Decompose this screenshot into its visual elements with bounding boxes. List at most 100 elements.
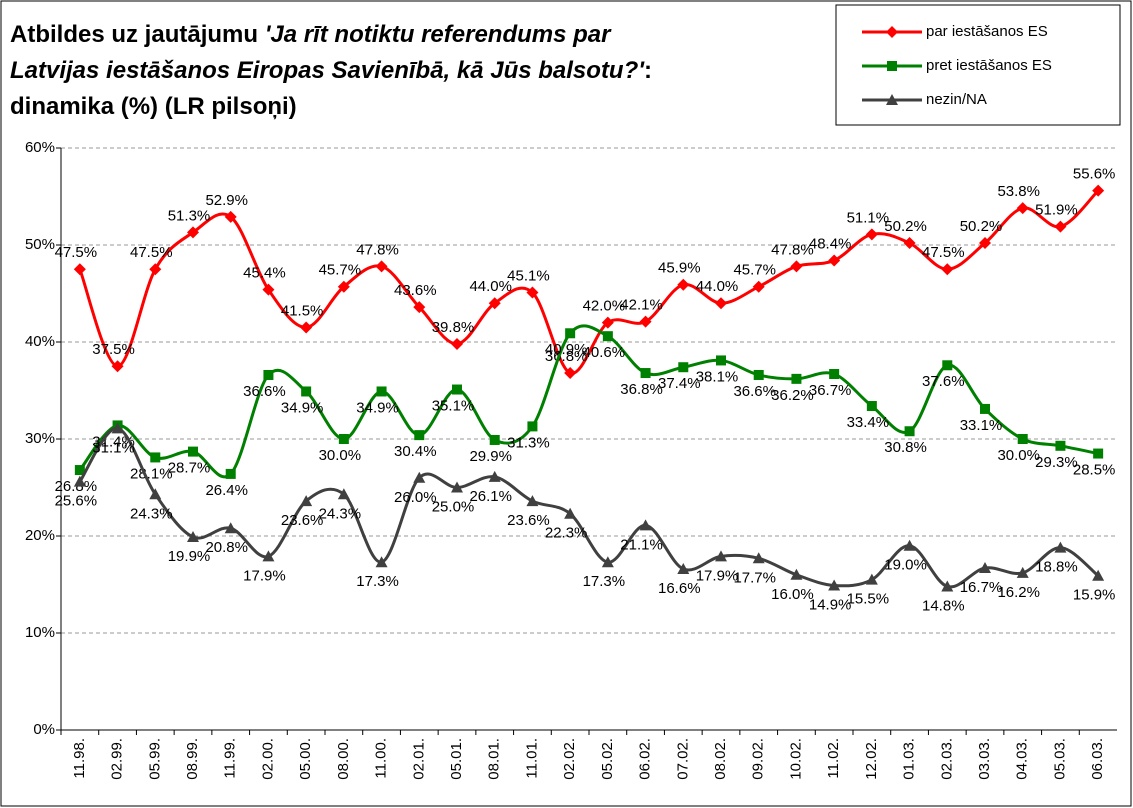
marker [413,471,426,483]
y-tick-label: 30% [25,430,55,447]
x-tick-label: 02.02. [561,738,578,780]
data-label: 38.1% [696,368,739,385]
x-tick-label: 09.02. [750,738,767,780]
marker [564,507,577,519]
legend-marker [886,94,898,105]
data-label: 47.5% [922,244,965,261]
marker [865,573,878,585]
marker [1055,440,1066,451]
y-tick-label: 0% [33,721,55,738]
data-label: 31.3% [507,434,550,451]
marker [903,539,916,551]
marker [791,373,802,384]
chart-title: Atbildes uz jautājumu 'Ja rīt notiktu re… [10,21,612,48]
data-label: 17.3% [583,573,626,590]
x-tick-label: 06.02. [637,738,654,780]
y-tick-label: 50% [25,236,55,253]
data-label: 51.9% [1035,202,1078,219]
marker [564,367,577,380]
x-tick-label: 08.01. [486,738,503,780]
data-label: 31.1% [92,439,135,456]
marker [602,331,613,342]
x-tick-label: 08.00. [335,738,352,780]
data-label: 16.0% [771,586,814,603]
data-label: 37.6% [922,373,965,390]
x-tick-label: 08.99. [184,738,201,780]
data-label: 30.4% [394,443,437,460]
x-tick-label: 08.02. [712,738,729,780]
x-tick-label: 05.00. [297,738,314,780]
marker [1017,434,1028,444]
data-label: 43.6% [394,282,437,299]
marker [979,237,991,250]
data-label: 24.3% [319,505,362,522]
data-label: 16.6% [658,580,701,597]
x-tick-label: 11.98. [71,738,88,779]
marker [941,263,954,276]
y-tick-label: 10% [25,624,55,641]
data-label: 30.0% [319,447,362,464]
data-label: 36.6% [733,383,776,400]
data-label: 26.1% [469,488,512,505]
data-label: 45.4% [243,265,286,282]
marker [111,360,124,373]
data-label: 15.9% [1073,587,1116,604]
data-label: 24.3% [130,505,173,522]
x-tick-label: 06.03. [1089,738,1106,780]
data-label: 51.1% [847,209,890,226]
marker [414,430,425,441]
data-label: 40.6% [583,344,626,361]
x-tick-label: 11.00. [373,738,390,779]
marker [488,470,501,482]
chart-title: Latvijas iestāšanos Eiropas Savienībā, k… [10,57,652,84]
y-tick-label: 60% [25,139,55,156]
marker [111,422,124,434]
marker [526,495,539,507]
x-tick-label: 05.03. [1051,738,1068,780]
marker [752,280,765,293]
data-label: 45.7% [733,262,776,279]
data-label: 17.9% [696,567,739,584]
legend-label: par iestāšanos ES [926,23,1048,40]
data-label: 28.5% [1073,462,1116,479]
data-label: 21.1% [620,536,663,553]
marker [527,421,538,432]
marker [300,321,313,334]
data-label: 16.7% [960,579,1003,596]
marker [1016,566,1029,578]
data-label: 40.9% [545,341,588,358]
marker [452,384,462,395]
data-label: 47.5% [55,244,98,261]
marker [187,530,199,542]
marker [980,403,990,414]
x-tick-label: 02.03. [938,738,955,780]
data-label: 45.9% [658,260,701,277]
data-label: 45.7% [319,262,362,279]
marker [338,434,349,444]
marker [149,488,162,500]
marker [828,579,841,591]
marker [677,562,690,574]
marker [488,297,501,310]
marker [1092,569,1105,581]
marker [678,362,689,373]
data-label: 29.3% [1035,454,1078,471]
data-label: 36.7% [809,382,852,399]
legend-label: pret iestāšanos ES [926,57,1052,74]
marker [866,401,877,412]
marker [979,562,991,574]
marker [337,280,350,293]
marker [565,328,576,339]
x-tick-label: 12.02. [863,738,880,780]
x-tick-label: 04.03. [1014,738,1031,780]
y-tick-label: 20% [25,527,55,544]
data-label: 33.1% [960,417,1003,434]
data-label: 36.8% [620,381,663,398]
data-label: 14.9% [809,596,852,613]
marker [828,254,841,267]
marker [225,468,236,479]
data-label: 23.6% [507,512,550,529]
marker [677,278,690,291]
data-label: 45.1% [507,267,550,284]
data-label: 17.9% [243,567,286,584]
